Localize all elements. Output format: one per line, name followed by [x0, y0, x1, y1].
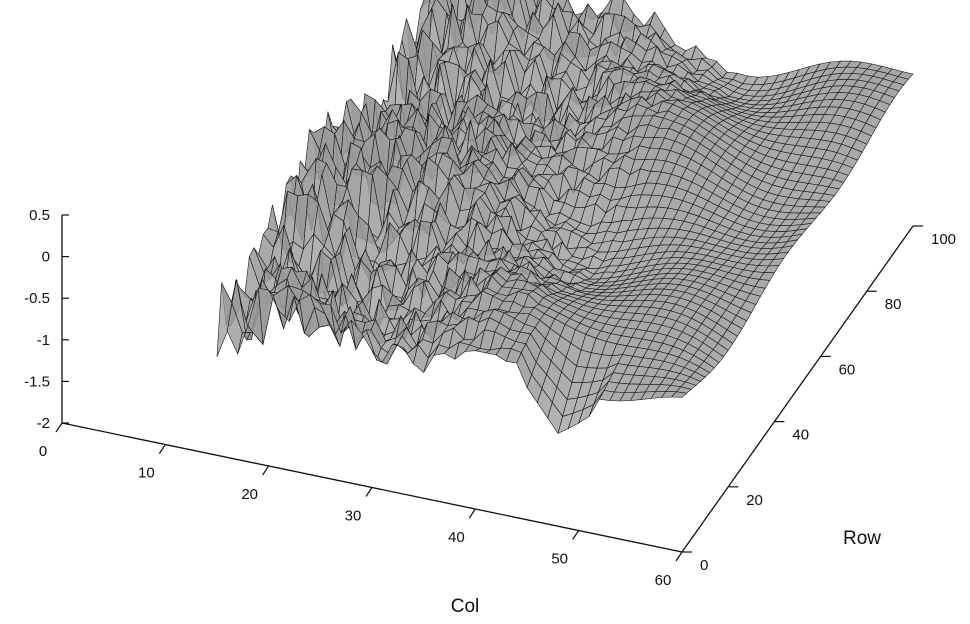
- z-tick-label: -1.5: [24, 373, 50, 390]
- row-axis-ticks: 0 20 40 60 80 100: [682, 225, 956, 574]
- row-tick-label: 60: [839, 361, 856, 378]
- col-tick-mark: [158, 444, 166, 454]
- z-tick-label: 0: [42, 249, 50, 266]
- row-tick-label: 20: [746, 492, 763, 509]
- col-tick-mark: [262, 465, 270, 476]
- row-tick-label: 40: [792, 427, 809, 444]
- z-tick-label: 0.5: [29, 207, 50, 224]
- col-tick-mark: [468, 508, 476, 519]
- row-tick-label: 80: [885, 296, 902, 313]
- col-tick-label: 0: [39, 443, 47, 460]
- col-tick-mark: [572, 530, 580, 540]
- surface-cell: [533, 0, 539, 9]
- col-tick-mark: [365, 487, 373, 497]
- col-tick-label: 30: [345, 508, 362, 525]
- col-tick-label: 60: [655, 572, 672, 589]
- col-tick-label: 40: [448, 529, 465, 546]
- z-tick-label: -1: [37, 332, 50, 349]
- col-axis-title: Col: [451, 596, 480, 617]
- col-tick-label: 50: [551, 551, 568, 568]
- z-axis-ticks: -2 -1.5 -1 -0.5 0 0.5: [24, 207, 69, 432]
- col-tick-label: 20: [241, 486, 258, 503]
- row-tick-label: 100: [931, 231, 956, 248]
- col-axis-ticks: 0 10 20 30 40 50 60: [39, 422, 683, 589]
- col-tick-mark: [55, 422, 63, 433]
- row-tick-label: 0: [700, 557, 708, 574]
- col-tick-mark: [675, 551, 683, 562]
- surface-cell: [671, 391, 688, 398]
- row-axis-line: [681, 225, 914, 553]
- z-tick-label: -2: [37, 415, 50, 432]
- surface-mesh: [216, 0, 914, 435]
- z-tick-label: -0.5: [24, 290, 50, 307]
- row-axis-title: Row: [843, 528, 881, 549]
- col-tick-label: 10: [138, 465, 155, 482]
